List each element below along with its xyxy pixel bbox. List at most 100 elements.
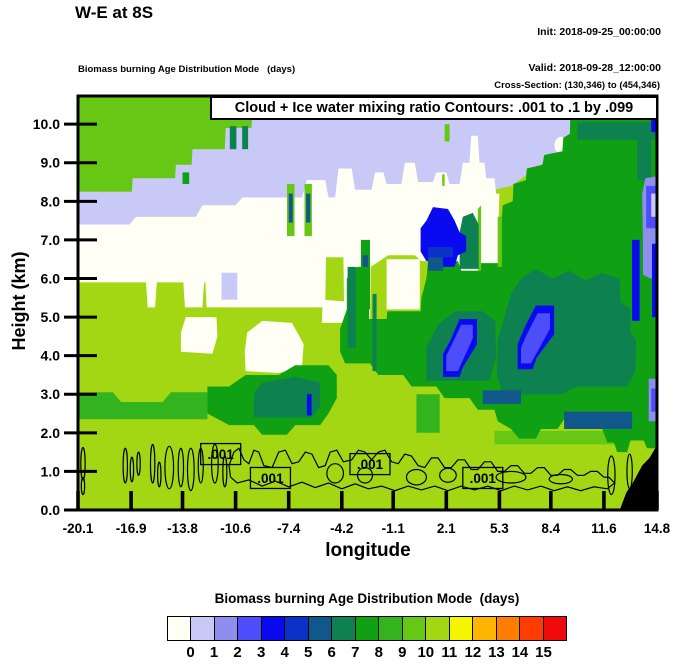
fill-region [229,126,237,150]
svg-text:5.3: 5.3 [490,521,509,536]
fill-region [494,430,618,445]
fill-region [577,122,657,140]
colorbar-swatch [237,616,262,641]
colorbar-swatch [260,616,286,641]
svg-text:0.0: 0.0 [41,502,61,518]
cross-section-label: Cross-Section: (130,346) to (454,346) [494,80,660,91]
svg-text:9.0: 9.0 [41,155,61,171]
colorbar-swatch [284,616,309,641]
valid-time: Valid: 2018-09-28_12:00:00 [528,62,661,74]
contour-fill-regions [78,96,657,510]
svg-text:-4.2: -4.2 [330,521,353,536]
colorbar-swatch [213,616,239,641]
fill-region [221,272,238,300]
fill-region [428,246,453,258]
svg-text:-16.9: -16.9 [116,521,147,536]
colorbar-title: Biomass burning Age Distribution Mode (d… [214,591,520,606]
y-axis-title: Height (km) [9,251,29,351]
x-axis-title: longitude [325,540,411,561]
fill-region [428,257,443,271]
colorbar-tick-label: 1 [209,644,219,661]
colorbar-swatch [519,616,544,641]
svg-text:7.0: 7.0 [41,232,61,248]
colorbar [167,616,567,641]
fill-region [242,126,249,150]
colorbar-swatch [472,616,497,641]
init-time: Init: 2018-09-25_00:00:00 [537,26,661,38]
colorbar-tick-label: 15 [535,644,552,661]
fill-region [446,324,473,372]
contour-info-box: Cloud + Ice water mixing ratio Contours:… [210,96,658,120]
fill-region [180,317,218,354]
fill-region [288,193,293,223]
colorbar-tick-label: 3 [256,644,266,661]
colorbar-tick-label: 10 [417,644,435,661]
svg-text:-20.1: -20.1 [63,521,94,536]
colorbar-swatch [190,616,215,641]
colorbar-tick-label: 9 [398,644,407,661]
colorbar-tick-label: 14 [511,644,529,661]
fill-region [637,139,652,181]
fill-region [482,390,521,404]
colorbar-tick-label: 4 [280,644,289,661]
svg-text:8.4: 8.4 [541,521,560,536]
svg-text:5.0: 5.0 [41,309,61,325]
fill-region [444,124,450,142]
colorbar-tick-label: 6 [327,644,336,661]
colorbar-swatch [331,616,356,641]
run-times: Init: 2018-09-25_00:00:00 Valid: 2018-09… [528,2,661,98]
svg-text:4.0: 4.0 [41,348,61,364]
contour-value-labels: .001 .001 .001 .001 [200,442,504,490]
fill-region [306,394,312,416]
fill-region [521,313,550,364]
fill-region [564,411,633,429]
fill-region [496,268,637,395]
svg-text:.001: .001 [257,471,284,486]
svg-text:.001: .001 [208,447,235,462]
fill-region [306,193,311,223]
svg-text:11.6: 11.6 [591,521,617,536]
svg-text:2.0: 2.0 [41,425,61,441]
colorbar-tick-label: 12 [464,644,482,661]
colorbar-swatch [307,616,333,641]
fill-region [459,212,479,269]
colorbar-tick-label: 7 [351,644,360,661]
svg-text:3.0: 3.0 [41,386,61,402]
fill-region [386,259,420,310]
colorbar-tick-label: 5 [304,644,313,661]
svg-text:.001: .001 [470,471,497,486]
fill-region [253,376,321,418]
svg-text:6.0: 6.0 [41,270,61,286]
fill-region [619,445,657,510]
colorbar-swatch [378,616,403,641]
colorbar-swatch [542,616,567,641]
page-title: W-E at 8S [75,3,154,22]
svg-text:14.8: 14.8 [644,521,671,536]
svg-text:-10.6: -10.6 [220,521,251,536]
colorbar-swatch [425,616,450,641]
svg-text:-13.8: -13.8 [167,521,198,536]
fill-region [182,172,190,184]
y-tick-labels: 0.0 1.0 2.0 3.0 4.0 5.0 6.0 7.0 8.0 9.0 10.0 [33,116,60,518]
svg-text:2.1: 2.1 [437,521,456,536]
fill-region [497,216,502,267]
cross-section-plot: .001 .001 .001 .001 -20.1 -16.9 -13.8 -10.6 -7.4… [33,94,671,536]
subtitle-fill-field: Biomass burning Age Distribution Mode (d… [78,64,296,75]
colorbar-swatch [495,616,521,641]
fill-region [416,394,440,433]
colorbar-tick-label: 0 [186,644,195,661]
fill-region [244,320,304,373]
fill-region [632,239,640,321]
colorbar-swatch [354,616,380,641]
svg-text:-1.1: -1.1 [382,521,406,536]
svg-text:10.0: 10.0 [33,116,60,132]
fill-region [372,293,377,372]
svg-text:-7.4: -7.4 [277,521,301,536]
fill-region [321,299,349,323]
svg-text:.001: .001 [357,457,384,472]
colorbar-tick-label: 8 [374,644,383,661]
colorbar-tick-label: 2 [233,644,242,661]
colorbar-swatch [167,616,192,641]
colorbar-tick-label: 11 [441,644,458,661]
